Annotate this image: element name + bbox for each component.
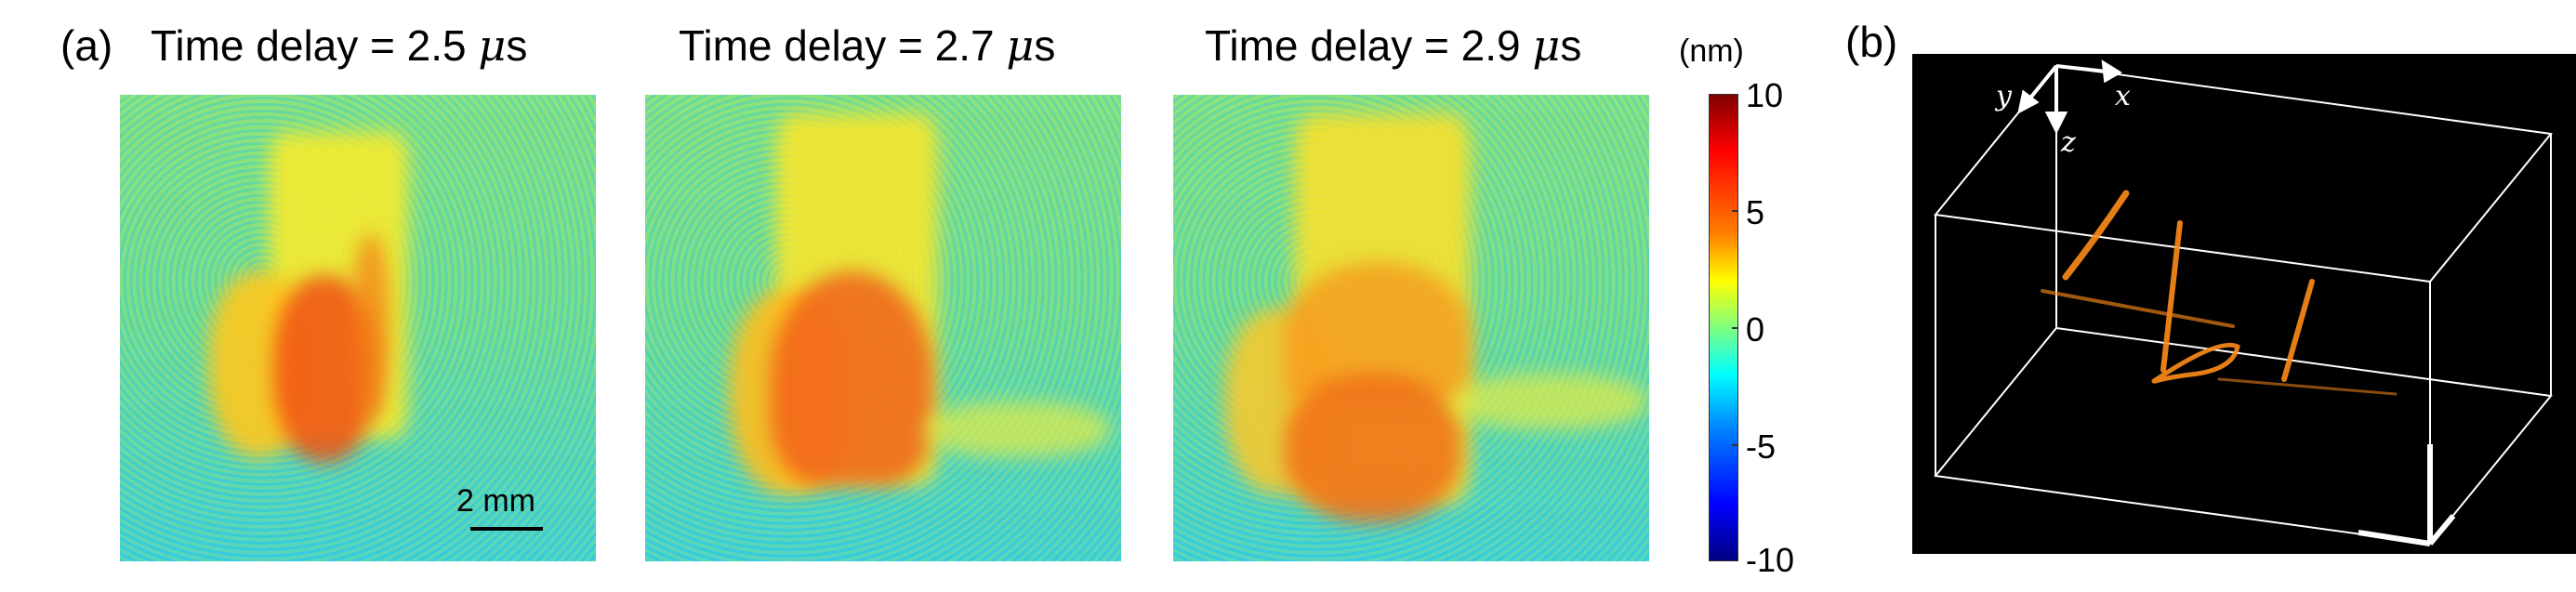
letter-A-right-stroke bbox=[2160, 220, 2183, 373]
frame-1-title: Time delay = 2.5 μs bbox=[151, 20, 527, 71]
box-bottom-face bbox=[1934, 326, 2553, 546]
scale-bar-label: 2 mm bbox=[456, 483, 535, 519]
3d-bounding-box: x y z bbox=[1934, 59, 2553, 546]
colorbar-tick-label: 10 bbox=[1746, 76, 1784, 114]
x-arrowhead-icon bbox=[2101, 59, 2122, 84]
scale-bar-horizontal bbox=[2358, 530, 2431, 546]
axis-arrows bbox=[2017, 59, 2122, 135]
seconds-unit: s bbox=[1034, 21, 1056, 70]
letter-a-stroke bbox=[2151, 342, 2240, 384]
colorbar-tick-label: -10 bbox=[1746, 541, 1795, 579]
frame-3-title: Time delay = 2.9 μs bbox=[1205, 20, 1581, 71]
y-axis-label: y bbox=[1994, 80, 2013, 112]
frame-1-title-text: Time delay = 2.5 bbox=[151, 21, 479, 70]
panel-b-label: (b) bbox=[1845, 18, 1898, 66]
scale-bar-depth bbox=[2427, 514, 2456, 546]
mu-symbol: μ bbox=[478, 20, 507, 71]
reconstructed-letters bbox=[2041, 190, 2398, 396]
frame-2-title-text: Time delay = 2.7 bbox=[679, 21, 1007, 70]
frame-3-image bbox=[1173, 95, 1649, 561]
letter-l-stroke bbox=[2281, 279, 2315, 382]
y-arrowhead-icon bbox=[2017, 89, 2040, 114]
frame-2-image bbox=[645, 95, 1121, 561]
box-edges bbox=[1934, 64, 2553, 546]
mu-symbol: μ bbox=[1006, 20, 1035, 71]
mu-symbol: μ bbox=[1532, 20, 1561, 71]
z-axis-label: z bbox=[2060, 126, 2076, 159]
colorbar-tick-mark bbox=[1732, 327, 1738, 329]
colorbar-tick-label: -5 bbox=[1746, 428, 1777, 466]
seconds-unit: s bbox=[1560, 21, 1582, 70]
scale-bar bbox=[470, 527, 543, 531]
colorbar-tick-label: 0 bbox=[1746, 310, 1765, 349]
colorbar-tick-mark bbox=[1732, 444, 1738, 446]
baseline-stroke bbox=[2217, 377, 2398, 396]
scale-axes bbox=[2358, 444, 2456, 546]
seconds-unit: s bbox=[506, 21, 528, 70]
frame-2-title: Time delay = 2.7 μs bbox=[679, 20, 1055, 71]
colorbar-tick-label: 5 bbox=[1746, 193, 1765, 231]
letter-A-left-stroke bbox=[2062, 190, 2130, 281]
x-axis-label: x bbox=[2115, 80, 2131, 112]
frame-3-title-text: Time delay = 2.9 bbox=[1205, 21, 1533, 70]
z-arrowhead-icon bbox=[2044, 112, 2068, 135]
colorbar-unit: (nm) bbox=[1679, 33, 1744, 69]
frame-1-image: 2 mm bbox=[120, 95, 596, 561]
volume-render: x y z bbox=[1912, 54, 2576, 554]
panel-a-label: (a) bbox=[60, 21, 113, 70]
letter-A-crossbar bbox=[2041, 289, 2235, 328]
colorbar-tick-mark bbox=[1732, 210, 1738, 212]
